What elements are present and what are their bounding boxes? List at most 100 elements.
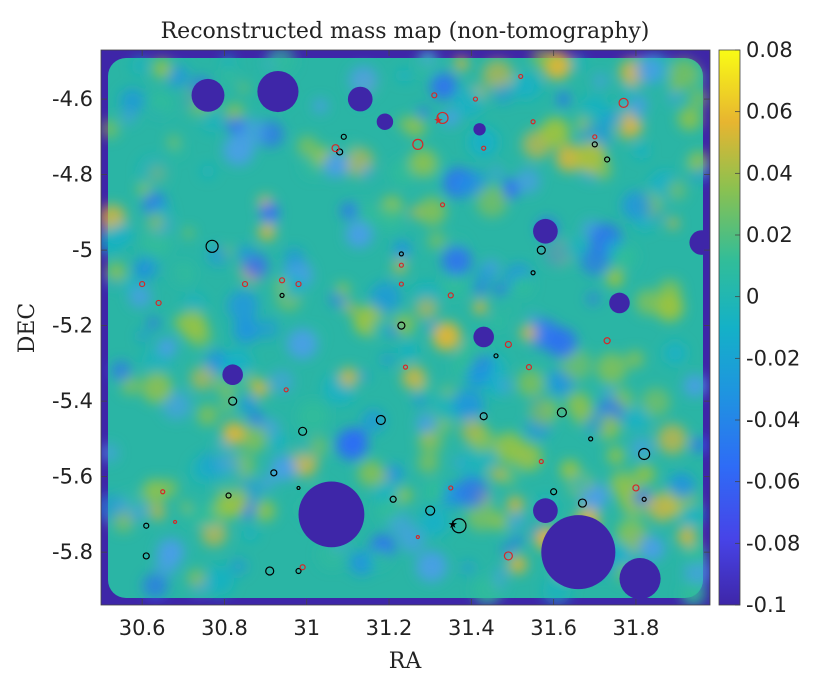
heat-blob (579, 487, 598, 507)
x-axis-ticks: 30.6 30.8 31 31.2 31.4 31.6 31.8 (119, 50, 659, 640)
heat-blob (398, 69, 411, 82)
heat-blob (240, 396, 257, 413)
heat-blob (247, 436, 264, 453)
heat-blob (441, 245, 472, 276)
heat-blob (605, 269, 624, 287)
y-tick-label: -5.4 (52, 389, 93, 413)
heat-blob (398, 341, 418, 361)
heat-blob (417, 197, 447, 226)
red-cluster-marker (283, 387, 289, 393)
heat-blob (345, 221, 373, 248)
heat-blob (507, 466, 520, 479)
heat-blob (147, 212, 166, 231)
heat-blob (688, 151, 709, 172)
black-cluster-marker (389, 495, 397, 503)
heat-blob (430, 392, 461, 423)
heat-blob (456, 476, 488, 508)
heat-blob (180, 501, 192, 513)
heat-blob (470, 428, 495, 454)
heat-blob (641, 387, 671, 417)
heat-blob (172, 263, 194, 285)
black-cluster-marker (298, 426, 308, 436)
heat-blob (486, 379, 504, 397)
heat-blob (494, 283, 506, 296)
black-cluster-marker (375, 414, 386, 426)
heat-blob (688, 89, 708, 108)
heat-blob (418, 506, 449, 537)
heat-blob (376, 204, 404, 232)
masked-region (541, 515, 616, 590)
heat-blob (343, 391, 355, 403)
heat-blob (101, 119, 120, 139)
x-axis-label: RA (389, 649, 423, 674)
y-tick-label: -4.8 (52, 163, 93, 187)
heat-blob (359, 371, 370, 382)
heat-blob (454, 57, 468, 71)
black-cluster-marker (493, 353, 499, 359)
heat-blob (624, 406, 650, 432)
masked-regions (191, 70, 710, 600)
heat-blob (361, 166, 373, 178)
heat-blob (157, 337, 177, 357)
heat-blob (466, 500, 497, 532)
red-cluster-marker (295, 280, 302, 288)
heat-blob (571, 56, 585, 70)
heat-blob (580, 246, 610, 276)
heat-blob (482, 59, 513, 91)
red-cluster-marker (518, 73, 524, 80)
black-cluster-marker (143, 522, 150, 529)
heat-blob (131, 57, 149, 75)
heat-blob (307, 435, 329, 457)
heat-blob (542, 399, 559, 416)
heat-blob (622, 111, 634, 122)
heat-blob (540, 117, 570, 147)
red-cluster-marker (241, 280, 249, 288)
heat-blob (527, 312, 540, 324)
heat-blob (133, 255, 159, 281)
black-cluster-marker (550, 488, 558, 496)
heat-blob (592, 160, 612, 180)
heat-blob (515, 168, 541, 194)
red-cluster-marker (592, 134, 598, 140)
heat-blob (335, 282, 350, 297)
heat-blob (147, 317, 160, 329)
black-cluster-marker (142, 552, 150, 560)
heat-blob (257, 318, 279, 340)
heat-blob (154, 553, 179, 577)
red-cluster-marker (538, 458, 544, 465)
red-cluster-marker (139, 280, 146, 288)
red-cluster-marker (278, 277, 286, 284)
x-tick-label: 30.6 (119, 616, 166, 640)
heat-blob (152, 59, 172, 79)
y-tick-label: -5.6 (52, 465, 93, 489)
heat-blob (571, 475, 587, 491)
heat-blob (557, 93, 570, 106)
black-cluster-marker (451, 518, 467, 534)
heat-blob (233, 317, 260, 344)
heat-blob (634, 143, 649, 159)
heat-blob (565, 391, 591, 417)
heat-blob (269, 369, 294, 394)
x-tick-label: 31.2 (366, 616, 413, 640)
masked-region (222, 364, 243, 385)
heat-blob (274, 278, 288, 292)
colorbar-tick-label: -0.04 (746, 408, 800, 432)
heat-blob (473, 300, 488, 314)
heat-blob (473, 281, 488, 296)
black-cluster-marker (641, 496, 647, 502)
heat-blob (142, 479, 167, 504)
colorbar-tick-label: 0.06 (746, 100, 793, 124)
heat-blob (508, 555, 527, 574)
heat-blob (101, 443, 119, 463)
heat-blob (666, 180, 687, 201)
heat-blob (515, 513, 527, 526)
heat-blob (357, 460, 385, 487)
heat-blob (490, 512, 509, 531)
heat-blob (416, 413, 436, 434)
heat-blob (190, 456, 218, 485)
heat-blob (626, 350, 644, 369)
heat-blob (267, 50, 296, 75)
red-cluster-marker (155, 299, 162, 307)
heat-blob (237, 245, 255, 262)
